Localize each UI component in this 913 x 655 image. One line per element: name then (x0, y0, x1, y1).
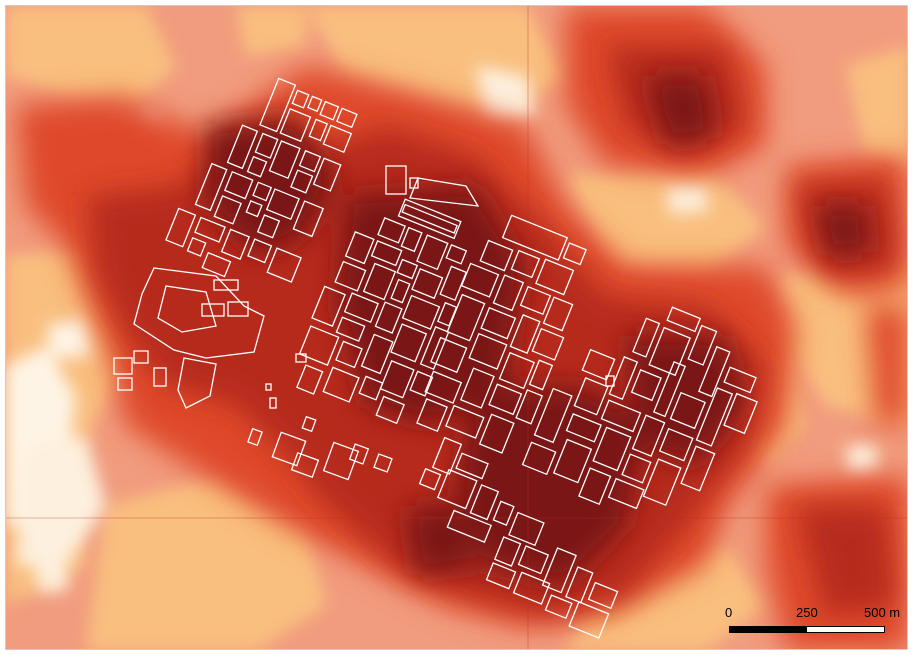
raster-tile-seams (6, 6, 907, 649)
scale-label-mid: 250 (796, 605, 818, 620)
building-footprints (113, 77, 758, 639)
scale-label-start: 0 (725, 605, 733, 620)
scale-bar (729, 626, 885, 633)
heat-raster-map[interactable] (6, 6, 908, 650)
scale-label-end: 500 m (864, 605, 901, 620)
scale-bar-black-segment (730, 627, 807, 632)
map-canvas[interactable]: 0 250 500 m (5, 5, 908, 650)
